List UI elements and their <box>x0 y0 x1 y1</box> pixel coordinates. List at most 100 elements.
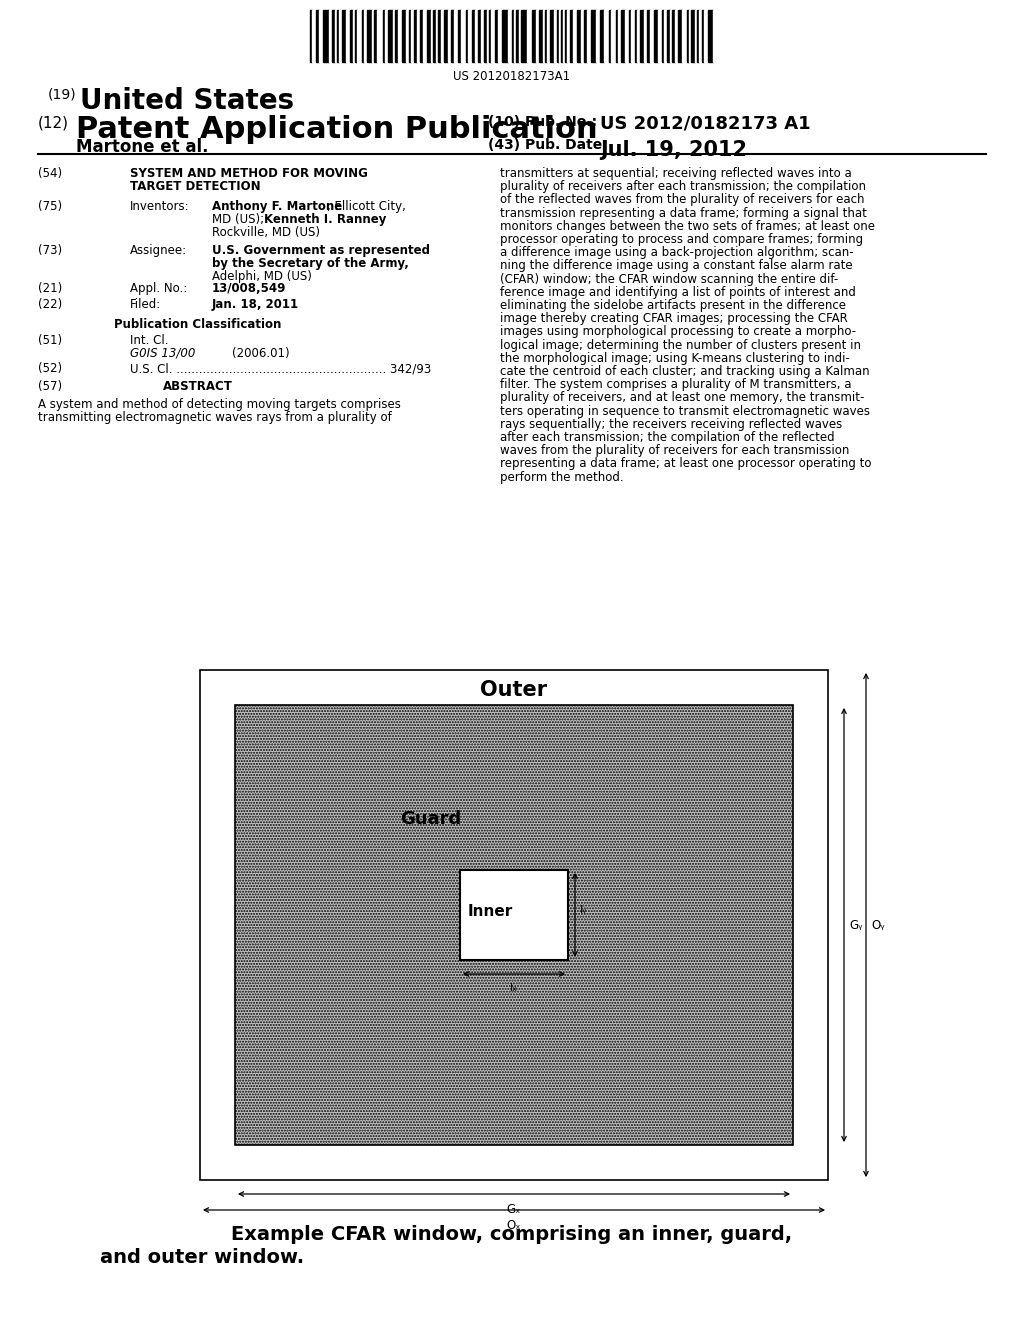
Bar <box>682 11 687 62</box>
Bar <box>388 11 393 62</box>
Bar <box>393 11 395 62</box>
Text: cate the centroid of each cluster; and tracking using a Kalman: cate the centroid of each cluster; and t… <box>500 366 869 378</box>
Text: and outer window.: and outer window. <box>100 1247 304 1267</box>
Bar <box>372 11 374 62</box>
Bar <box>478 11 481 62</box>
Bar <box>374 11 377 62</box>
Text: perform the method.: perform the method. <box>500 471 624 483</box>
Bar <box>427 11 431 62</box>
Bar <box>346 11 350 62</box>
Text: transmitting electromagnetic waves rays from a plurality of: transmitting electromagnetic waves rays … <box>38 411 392 424</box>
Bar <box>596 11 600 62</box>
Text: transmission representing a data frame; forming a signal that: transmission representing a data frame; … <box>500 207 867 219</box>
Bar <box>431 11 433 62</box>
Bar <box>644 11 647 62</box>
Bar <box>697 11 699 62</box>
Text: transmitters at sequential; receiving reflected waves into a: transmitters at sequential; receiving re… <box>500 168 852 180</box>
Text: Oᵧ: Oᵧ <box>871 919 885 932</box>
Text: ference image and identifying a list of points of interest and: ference image and identifying a list of … <box>500 286 856 298</box>
Bar <box>609 11 611 62</box>
Bar <box>357 11 362 62</box>
Bar <box>565 11 567 62</box>
Text: monitors changes between the two sets of frames; at least one: monitors changes between the two sets of… <box>500 220 874 232</box>
Bar <box>689 11 691 62</box>
Text: ters operating in sequence to transmit electromagnetic waves: ters operating in sequence to transmit e… <box>500 405 870 417</box>
Bar <box>559 11 561 62</box>
Text: United States: United States <box>80 87 294 115</box>
Bar <box>502 11 508 62</box>
Bar <box>547 11 550 62</box>
Text: Assignee:: Assignee: <box>130 244 187 257</box>
Bar <box>481 11 484 62</box>
Bar <box>539 11 543 62</box>
Text: filter. The system comprises a plurality of M transmitters, a: filter. The system comprises a plurality… <box>500 379 852 391</box>
Bar <box>461 11 466 62</box>
Bar <box>629 11 631 62</box>
Text: (75): (75) <box>38 201 62 213</box>
Text: rays sequentially; the receivers receiving reflected waves: rays sequentially; the receivers receivi… <box>500 418 843 430</box>
Bar <box>545 11 547 62</box>
Text: processor operating to process and compare frames; forming: processor operating to process and compa… <box>500 234 863 246</box>
Bar <box>200 671 828 1180</box>
Bar <box>616 11 618 62</box>
Text: Example CFAR window, comprising an inner, guard,: Example CFAR window, comprising an inner… <box>231 1225 793 1243</box>
Text: Appl. No.:: Appl. No.: <box>130 282 187 294</box>
Bar <box>454 11 458 62</box>
Bar <box>508 11 512 62</box>
Text: Iᵧ: Iᵧ <box>580 906 588 915</box>
Text: of the reflected waves from the plurality of receivers for each: of the reflected waves from the pluralit… <box>500 194 864 206</box>
Bar <box>705 11 708 62</box>
Text: Gₓ: Gₓ <box>507 1203 521 1216</box>
Bar <box>667 11 670 62</box>
Bar <box>444 11 449 62</box>
Bar <box>536 11 539 62</box>
Bar <box>332 11 335 62</box>
Bar <box>417 11 420 62</box>
Bar <box>516 11 519 62</box>
Bar <box>406 11 409 62</box>
Bar <box>577 11 581 62</box>
Bar <box>550 11 554 62</box>
Bar <box>678 11 682 62</box>
Bar <box>475 11 478 62</box>
Bar <box>355 11 357 62</box>
Bar <box>385 11 388 62</box>
Bar <box>554 11 557 62</box>
Bar <box>625 11 629 62</box>
Bar <box>708 11 713 62</box>
Text: MD (US);: MD (US); <box>212 213 264 226</box>
Text: Martone et al.: Martone et al. <box>76 139 209 156</box>
Bar <box>654 11 658 62</box>
Text: Inventors:: Inventors: <box>130 201 189 213</box>
Text: (43) Pub. Date:: (43) Pub. Date: <box>488 139 608 152</box>
Bar <box>691 11 695 62</box>
Bar <box>695 11 697 62</box>
Bar <box>441 11 444 62</box>
Text: ABSTRACT: ABSTRACT <box>163 380 232 393</box>
Bar <box>675 11 678 62</box>
Bar <box>472 11 475 62</box>
Bar <box>618 11 621 62</box>
Bar <box>414 11 417 62</box>
Text: Adelphi, MD (US): Adelphi, MD (US) <box>212 271 312 282</box>
Bar <box>337 11 339 62</box>
Text: the morphological image; using K-means clustering to indi-: the morphological image; using K-means c… <box>500 352 850 364</box>
Bar <box>451 11 454 62</box>
Text: TARGET DETECTION: TARGET DETECTION <box>130 180 261 193</box>
Bar <box>433 11 436 62</box>
Text: plurality of receivers after each transmission; the compilation: plurality of receivers after each transm… <box>500 181 866 193</box>
Text: A system and method of detecting moving targets comprises: A system and method of detecting moving … <box>38 399 400 411</box>
Bar <box>514 11 516 62</box>
Bar <box>234 705 793 1144</box>
Bar <box>335 11 337 62</box>
Bar <box>395 11 398 62</box>
Bar <box>713 11 715 62</box>
Bar <box>383 11 385 62</box>
Bar <box>339 11 342 62</box>
Bar <box>584 11 587 62</box>
Text: (51): (51) <box>38 334 62 347</box>
Bar <box>662 11 664 62</box>
Text: (73): (73) <box>38 244 62 257</box>
Text: G0IS 13/00: G0IS 13/00 <box>130 347 196 360</box>
Bar <box>640 11 644 62</box>
